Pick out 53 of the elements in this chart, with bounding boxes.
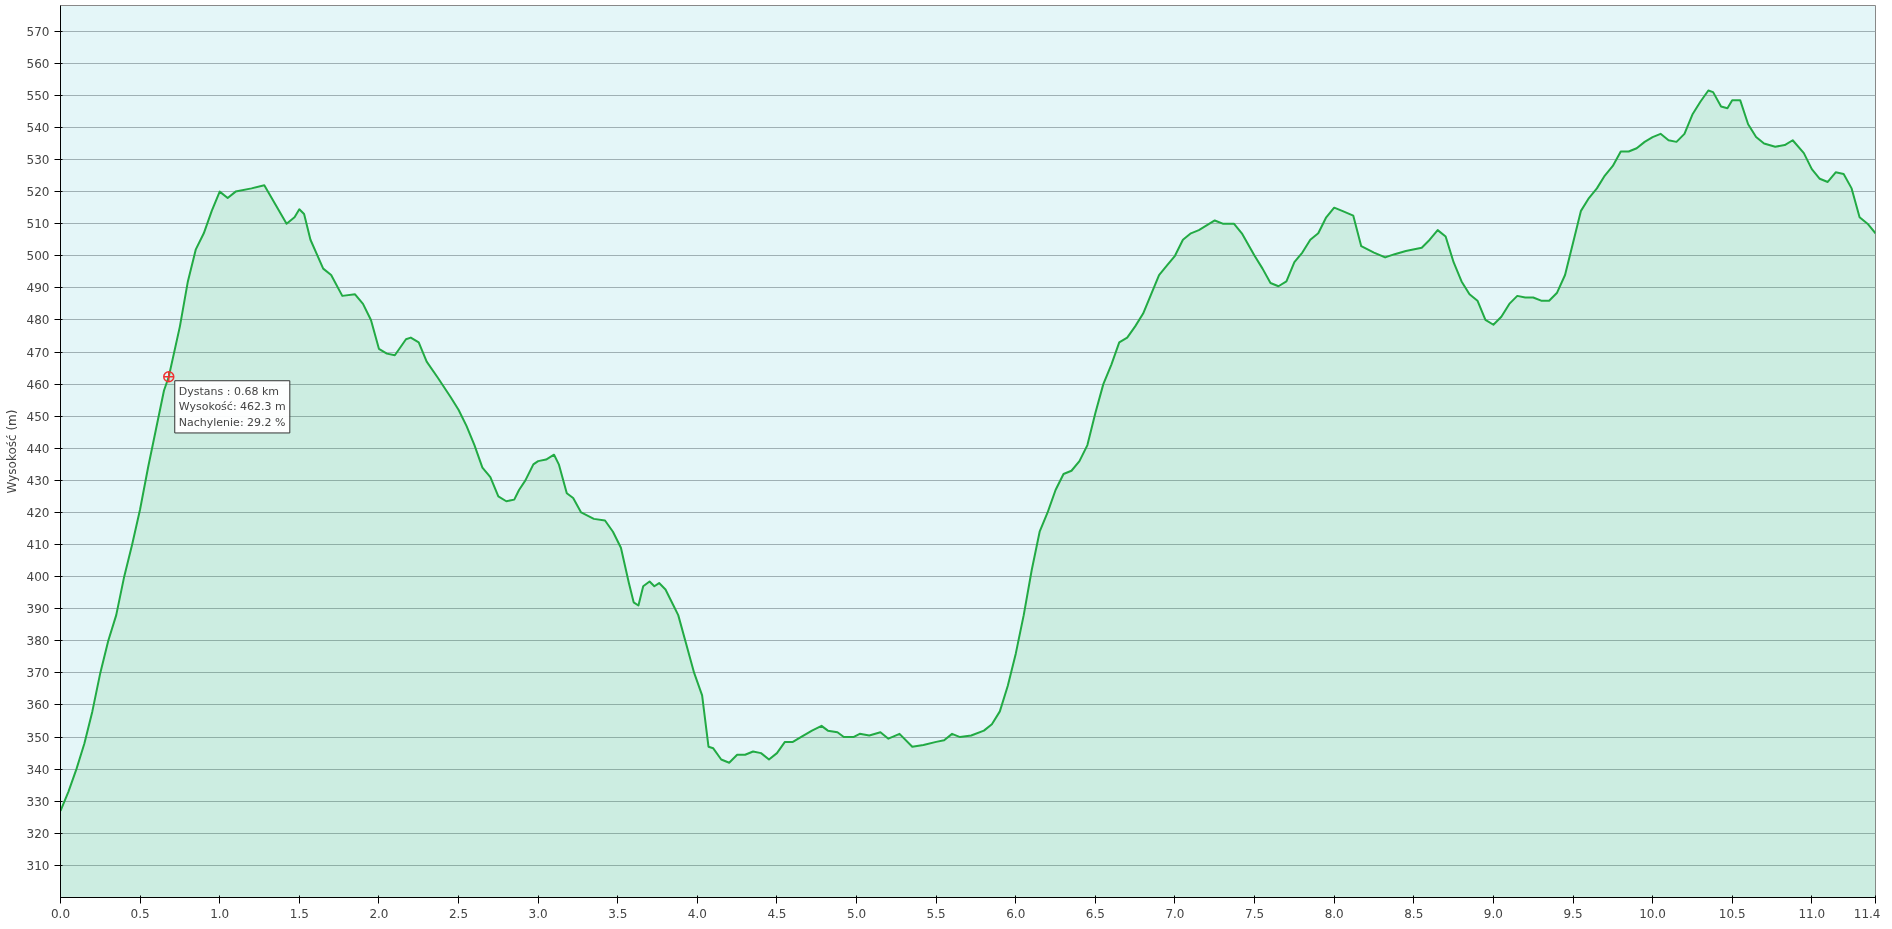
y-tick-label: 530 xyxy=(26,153,50,168)
x-tick-label: 2.0 xyxy=(369,906,389,921)
y-tick-label: 430 xyxy=(26,473,50,488)
y-tick-label: 410 xyxy=(26,538,50,553)
x-tick-label: 4.5 xyxy=(767,906,787,921)
y-tick-label: 570 xyxy=(26,24,50,39)
y-tick-label: 460 xyxy=(26,377,50,392)
y-tick-label: 500 xyxy=(26,249,50,264)
x-tick-label: 8.0 xyxy=(1324,906,1344,921)
x-tick-label: 7.0 xyxy=(1165,906,1185,921)
x-tick-label: 10.0 xyxy=(1639,906,1666,921)
x-tick-label: 11.0 xyxy=(1798,906,1826,921)
x-tick-label: 1.5 xyxy=(289,906,309,921)
y-tick-label: 390 xyxy=(26,602,50,617)
y-tick-label: 490 xyxy=(26,281,50,296)
y-tick-label: 380 xyxy=(26,634,50,649)
x-tick-label: 10.5 xyxy=(1718,906,1746,921)
x-tick-label: 6.5 xyxy=(1085,906,1105,921)
y-tick-label: 480 xyxy=(26,313,50,328)
x-tick-label: 3.0 xyxy=(528,906,548,921)
x-tick-label: 1.0 xyxy=(210,906,230,921)
y-tick-label: 420 xyxy=(26,505,50,520)
y-tick-label: 330 xyxy=(26,794,50,809)
annotation: Dystans : 0.68 km Wysokość: 462.3 m Nachylenie: 29.2 % xyxy=(178,384,286,429)
x-tick-label: 8.5 xyxy=(1404,906,1424,921)
x-tick-label: 5.5 xyxy=(926,906,946,921)
x-tick-label: 11.4 xyxy=(1853,906,1881,921)
x-tick-label: 3.5 xyxy=(608,906,628,921)
x-tick-label: 4.0 xyxy=(687,906,707,921)
y-tick-label: 550 xyxy=(26,88,50,103)
x-tick-label: 5.0 xyxy=(847,906,867,921)
x-tick-label: 0.0 xyxy=(50,906,71,921)
y-tick-label: 360 xyxy=(26,698,50,713)
x-tick-label: 0.5 xyxy=(130,906,150,921)
x-tick-label: 2.5 xyxy=(448,906,469,921)
y-tick-label: 540 xyxy=(26,120,50,135)
y-tick-label: 440 xyxy=(26,441,50,456)
y-tick-label: 470 xyxy=(26,345,50,360)
y-tick-label: 560 xyxy=(26,56,50,71)
x-tick-label: 9.0 xyxy=(1483,906,1503,921)
x-tick-label: 7.5 xyxy=(1245,906,1265,921)
y-tick-label: 520 xyxy=(26,185,50,200)
x-tick-label: 6.0 xyxy=(1006,906,1026,921)
y-tick-label: 350 xyxy=(26,730,50,745)
y-tick-label: 400 xyxy=(26,570,50,585)
y-tick-label: 310 xyxy=(26,858,50,873)
y-tick-label: 320 xyxy=(26,826,50,841)
y-tick-label: 510 xyxy=(26,217,50,232)
x-tick-label: 9.5 xyxy=(1563,906,1583,921)
y-tick-label: 370 xyxy=(26,666,50,681)
y-tick-label: 450 xyxy=(26,409,50,424)
y-tick-label: 340 xyxy=(26,762,50,777)
y-axis-title: Wysokość (m) xyxy=(4,409,19,494)
